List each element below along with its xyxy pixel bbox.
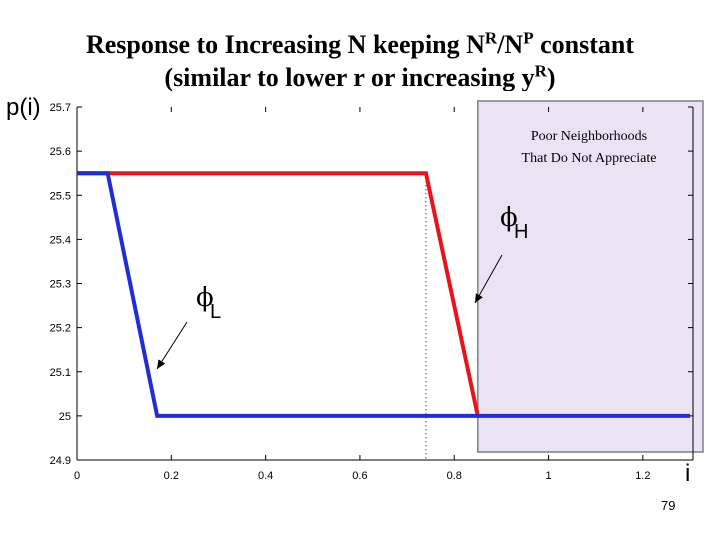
y-tick-label: 25.6: [50, 146, 71, 158]
shaded-region-label-line1: Poor Neighborhoods: [531, 129, 647, 144]
shaded-region-group: Poor Neighborhoods That Do Not Appreciate: [477, 100, 704, 453]
y-tick-label: 25.3: [50, 279, 71, 291]
x-tick-label: 0.2: [164, 470, 179, 482]
page-number: 79: [661, 498, 676, 513]
shaded-region-label-line2: That Do Not Appreciate: [522, 151, 657, 166]
annotation-arrow-phi-L: [156, 321, 188, 370]
annotation-subscript-phi-H: H: [514, 221, 528, 243]
y-tick-label: 25: [59, 411, 71, 423]
x-tick-label: 0.6: [352, 470, 367, 482]
annotation-label-phi-H: ϕ: [500, 203, 518, 233]
chart-title-line2: (similar to lower r or increasing yR): [164, 63, 556, 91]
x-tick-label: 0: [74, 470, 80, 482]
shaded-region: [477, 100, 704, 453]
annotation-arrow-phi-H: [474, 254, 503, 304]
series-line-red: [77, 171, 480, 417]
y-tick-label: 24.9: [50, 455, 71, 467]
chart-title-line1: Response to Increasing N keeping NR/NP c…: [85, 28, 634, 59]
x-tick-label: 0.8: [447, 470, 462, 482]
y-tick-label: 25.5: [50, 190, 71, 202]
y-tick-label: 25.7: [50, 102, 71, 114]
annotation-subscript-phi-L: L: [210, 301, 221, 323]
series-group: [77, 171, 690, 418]
series-line-blue: [77, 171, 690, 418]
y-axis-label: p(i): [6, 94, 41, 121]
y-tick-label: 25.4: [50, 234, 71, 246]
y-tick-label: 25.2: [50, 323, 71, 335]
x-tick-label: 0.4: [258, 470, 273, 482]
axes-group: 24.9 25 25.1 25.2 25.3 25.4 25.5 25.6 25.7 0 0.2 0.…: [50, 102, 694, 482]
x-tick-label: 1: [545, 470, 551, 482]
x-axis-label: i: [685, 460, 691, 487]
x-tick-label: 1.2: [635, 470, 650, 482]
annotation-label-phi-L: ϕ: [196, 283, 214, 313]
y-tick-label: 25.1: [50, 367, 71, 379]
